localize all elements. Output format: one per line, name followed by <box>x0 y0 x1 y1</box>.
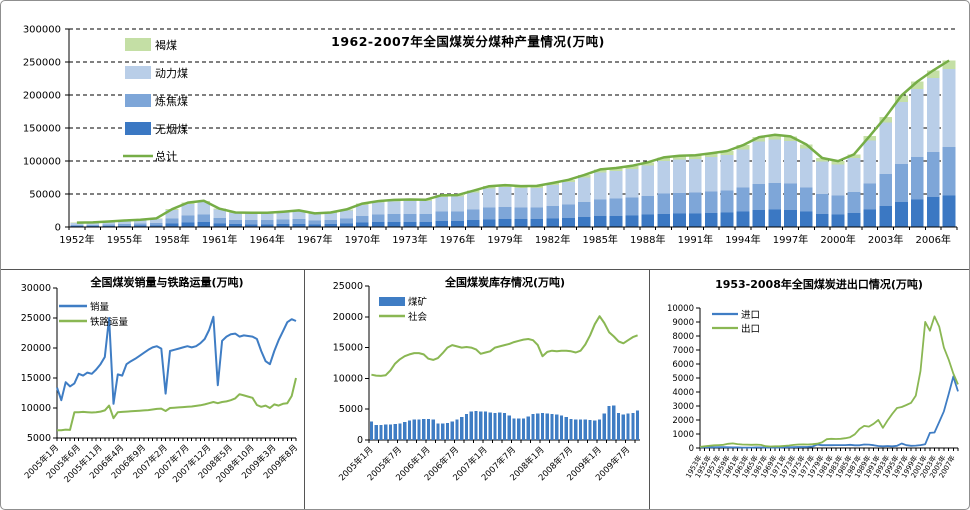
svg-text:2003年: 2003年 <box>868 233 903 246</box>
sales-rail-plot: 300002500020000150001000050002005年1月2005… <box>21 283 300 485</box>
line-销量 <box>56 315 297 405</box>
series-动力煤 <box>70 68 956 225</box>
svg-text:200000: 200000 <box>23 91 61 102</box>
svg-text:1979年: 1979年 <box>487 233 522 246</box>
svg-text:总计: 总计 <box>155 149 177 163</box>
import-export-chart: 1953-2008年全国煤炭进出口情况(万吨) 10000 9000 8000 700… <box>650 270 969 509</box>
svg-text:2000: 2000 <box>672 416 694 426</box>
svg-text:2000年: 2000年 <box>820 233 855 246</box>
svg-text:褐煤: 褐煤 <box>155 38 177 52</box>
svg-text:5000: 5000 <box>339 404 363 415</box>
legend-swatch-动力煤 <box>125 66 151 79</box>
svg-text:0: 0 <box>689 444 694 454</box>
inventory-chart: 全国煤炭库存情况(万吨) 25000 20000 15000 10000 5000 0 20… <box>304 270 650 509</box>
bottom-charts-row: 全国煤炭销量与铁路运量(万吨) 30000 25000 20000 15000 1000… <box>1 269 969 509</box>
svg-text:1976年: 1976年 <box>440 233 475 246</box>
bars-煤矿 <box>369 405 640 440</box>
svg-text:1994年: 1994年 <box>725 233 760 246</box>
svg-text:20000: 20000 <box>21 343 51 354</box>
sales-rail-plot-area: 300002500020000150001000050002005年1月2005… <box>21 283 300 485</box>
svg-text:1982年: 1982年 <box>535 233 570 246</box>
line-出口 <box>699 315 959 448</box>
svg-text:0: 0 <box>55 223 61 234</box>
svg-text:15000: 15000 <box>21 373 51 384</box>
svg-text:1000: 1000 <box>672 430 694 440</box>
import-export-chart-title: 1953-2008年全国煤炭进出口情况(万吨) <box>715 278 923 291</box>
svg-text:250000: 250000 <box>23 58 61 69</box>
svg-text:1973年: 1973年 <box>392 233 427 246</box>
series-无烟煤 <box>70 195 956 227</box>
svg-text:1985年: 1985年 <box>582 233 617 246</box>
svg-text:铁路运量: 铁路运量 <box>90 316 129 328</box>
inventory-plot-area: 25000200001500010000500002005年1月2005年7月2… <box>333 281 640 483</box>
svg-text:6000: 6000 <box>672 360 694 370</box>
svg-text:3000: 3000 <box>672 402 694 412</box>
total-line <box>76 59 950 224</box>
series-炼焦煤 <box>70 147 956 227</box>
import-export-plot: 1000090008000700060005000400030002000100… <box>667 304 959 480</box>
svg-text:进口: 进口 <box>741 310 760 321</box>
inventory-chart-title: 全国煤炭库存情况(万吨) <box>444 276 566 289</box>
line-社会 <box>371 315 638 377</box>
svg-text:1967年: 1967年 <box>297 233 332 246</box>
sales-rail-chart: 全国煤炭销量与铁路运量(万吨) 30000 25000 20000 15000 1000… <box>1 270 304 509</box>
line-进口 <box>700 375 959 449</box>
svg-text:炼焦煤: 炼焦煤 <box>155 94 188 108</box>
svg-text:10000: 10000 <box>667 304 694 314</box>
svg-text:5000: 5000 <box>672 374 694 384</box>
svg-text:25000: 25000 <box>333 281 363 292</box>
inventory-plot: 25000200001500010000500002005年1月2005年7月2… <box>333 281 640 483</box>
svg-text:1964年: 1964年 <box>249 233 284 246</box>
production-plot: 300000 250000 200000 150000 100000 50000 01952… <box>23 25 958 246</box>
svg-text:1997年: 1997年 <box>773 233 808 246</box>
production-chart: 1962-2007年全国煤炭分煤种产量情况(万吨) 300000 250000 20… <box>3 5 969 269</box>
svg-text:10000: 10000 <box>21 403 51 414</box>
svg-text:30000: 30000 <box>21 283 51 294</box>
svg-text:300000: 300000 <box>23 25 61 36</box>
svg-text:1958年: 1958年 <box>154 233 189 246</box>
svg-text:煤矿: 煤矿 <box>408 296 428 308</box>
legend-swatch-mine <box>379 297 405 306</box>
sales-rail-chart-title: 全国煤炭销量与铁路运量(万吨) <box>90 276 244 289</box>
svg-text:2006年: 2006年 <box>915 233 950 246</box>
svg-text:1961年: 1961年 <box>202 233 237 246</box>
svg-text:15000: 15000 <box>333 343 363 354</box>
svg-text:25000: 25000 <box>21 313 51 324</box>
svg-text:销量: 销量 <box>90 301 110 313</box>
svg-text:9000: 9000 <box>672 318 694 328</box>
svg-text:社会: 社会 <box>408 311 428 323</box>
svg-text:7000: 7000 <box>672 346 694 356</box>
production-plot-area: 300000 250000 200000 150000 100000 50000 01952… <box>23 25 958 246</box>
svg-text:出口: 出口 <box>741 323 760 335</box>
svg-text:20000: 20000 <box>333 312 363 323</box>
svg-text:5000: 5000 <box>27 433 51 444</box>
svg-text:1955年: 1955年 <box>107 233 142 246</box>
legend-swatch-无烟煤 <box>125 122 151 135</box>
svg-text:4000: 4000 <box>672 388 694 398</box>
production-chart-title: 1962-2007年全国煤炭分煤种产量情况(万吨) <box>331 34 605 49</box>
svg-text:1970年: 1970年 <box>345 233 380 246</box>
svg-text:1991年: 1991年 <box>678 233 713 246</box>
svg-text:10000: 10000 <box>333 373 363 384</box>
svg-text:50000: 50000 <box>29 190 61 201</box>
legend-swatch-褐煤 <box>125 38 151 51</box>
svg-text:1988年: 1988年 <box>630 233 665 246</box>
svg-text:动力煤: 动力煤 <box>155 67 188 80</box>
legend-swatch-炼焦煤 <box>125 94 151 107</box>
svg-text:1952年: 1952年 <box>59 233 94 246</box>
import-export-plot-area: 1000090008000700060005000400030002000100… <box>667 304 959 480</box>
svg-text:0: 0 <box>357 435 363 446</box>
svg-text:150000: 150000 <box>23 124 61 135</box>
svg-text:8000: 8000 <box>672 332 694 342</box>
svg-text:100000: 100000 <box>23 157 61 168</box>
line-铁路运量 <box>57 377 297 432</box>
svg-text:无烟煤: 无烟煤 <box>155 122 188 136</box>
